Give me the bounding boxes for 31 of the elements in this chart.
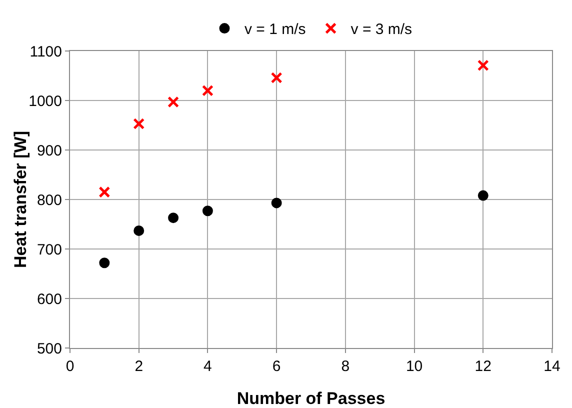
y-tick-label: 700 [36, 241, 62, 258]
point [477, 60, 489, 72]
y-tick-label: 1000 [28, 92, 62, 110]
y-tick-label: 800 [36, 192, 62, 209]
point [133, 118, 145, 130]
point [98, 186, 110, 198]
y-tick-label: 500 [36, 340, 62, 358]
y-tick-label: 900 [36, 142, 62, 160]
x-tick-label: 10 [406, 358, 423, 375]
point [202, 84, 214, 96]
x-tick-label: 8 [341, 358, 350, 375]
point [99, 258, 110, 268]
point [168, 212, 179, 224]
y-tick-label: 600 [36, 290, 62, 308]
point [134, 225, 144, 236]
legend-label: v = 3 m/s [350, 21, 412, 38]
x-tick-label: 14 [544, 358, 560, 375]
x-tick-label: 2 [134, 358, 144, 375]
x-tick-label: 12 [474, 358, 492, 375]
y-tick-label: 1100 [30, 43, 62, 60]
y-axis-title: Heat transfer [W] [11, 131, 30, 268]
legend-label: v = 1 m/s [244, 21, 306, 38]
x-tick-label: 4 [204, 358, 212, 375]
x-axis-title: Number of Passes [236, 389, 386, 408]
point [478, 190, 488, 201]
x-tick-label: 0 [66, 358, 74, 375]
point [202, 206, 213, 216]
x-tick-label: 6 [272, 358, 281, 375]
point [168, 96, 180, 108]
point [271, 198, 282, 208]
point [270, 72, 282, 84]
